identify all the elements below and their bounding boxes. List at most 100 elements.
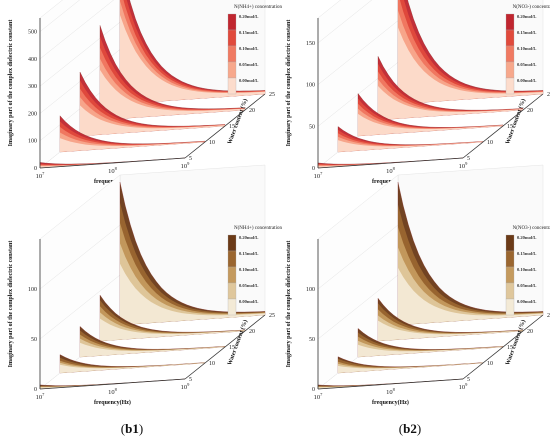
z-tick-label: 10 (209, 140, 215, 146)
z-axis-line (462, 93, 544, 159)
surface-w10-s4 (60, 362, 205, 373)
caption-paren-close: ) (139, 421, 143, 436)
legend-swatch (227, 61, 237, 79)
surface-w25-s3 (398, 247, 543, 325)
caption-label: b1 (125, 421, 139, 436)
z-tick-label: 20 (527, 108, 533, 114)
legend-title: N(NO3-) concentration (513, 226, 550, 231)
x-axis-label: frequency(Hz) (94, 399, 131, 406)
x-tick-base: 10 (108, 389, 115, 396)
y-tick-label: 0 (312, 166, 315, 172)
x-tick-label: 108 (108, 166, 118, 175)
z-tick-label: 15 (507, 345, 513, 351)
x-tick-label: 109 (181, 161, 191, 170)
z-tick-label: 5 (467, 156, 470, 162)
y-gridline (39, 274, 121, 340)
x-tick-base: 10 (314, 173, 321, 180)
y-tick-label: 100 (28, 287, 37, 293)
z-tick-label: 5 (467, 377, 470, 383)
x-tick-exponent: 8 (393, 387, 396, 392)
x-tick-base: 10 (314, 394, 321, 401)
legend-label: 0.05mol/L (239, 62, 258, 67)
z-axis-label: Water content (%) (504, 319, 527, 366)
z-axis-line (184, 93, 266, 159)
surface-w10-s4 (60, 138, 205, 152)
caption-label: b2 (403, 421, 417, 436)
legend-title: N(NH4+) concentration (234, 5, 282, 10)
z-tick-label: 25 (269, 92, 275, 98)
x-tick-base: 10 (108, 168, 115, 175)
surface-w20-s4 (100, 69, 245, 120)
y-tick-label: 200 (28, 111, 37, 117)
z-axis-label: Water content (%) (504, 98, 527, 145)
y-gridline (39, 224, 121, 290)
legend-label: 0.10mol/L (517, 267, 536, 272)
y-gridline (39, 0, 115, 60)
surface-w10-s4 (338, 140, 483, 152)
y-axis-label: Imaginary part of the complex dielectric… (8, 20, 14, 147)
legend-label: 0.20mol/L (239, 14, 258, 19)
x-tick-exponent: 9 (465, 161, 468, 166)
y-axis-label: Imaginary part of the complex dielectric… (286, 241, 292, 368)
legend-swatch (505, 266, 515, 284)
x-axis-line (317, 378, 464, 390)
legend-label: 0.15mol/L (517, 30, 536, 35)
legend-label: 0.00mol/L (239, 299, 258, 304)
surface-w20-s4 (378, 86, 523, 120)
legend-swatch (227, 234, 237, 252)
y-tick-label: 0 (34, 166, 37, 172)
y-tick-label: 500 (28, 30, 37, 36)
legend-label: 0.05mol/L (517, 283, 536, 288)
legend-swatch (227, 250, 237, 268)
y-tick-label: 100 (306, 83, 315, 89)
x-tick-label: 107 (314, 392, 324, 401)
legend-swatch (227, 298, 237, 316)
x-tick-label: 109 (459, 161, 469, 170)
x-tick-exponent: 7 (42, 392, 45, 397)
z-tick-label: 15 (229, 124, 235, 130)
y-gridline (39, 21, 121, 87)
y-tick-label: 0 (34, 387, 37, 393)
panel-caption: (b2) (399, 421, 421, 436)
y-tick-label: 400 (28, 57, 37, 63)
legend-label: 0.15mol/L (239, 30, 258, 35)
x-tick-exponent: 8 (115, 166, 118, 171)
surface-w10-s4 (338, 362, 483, 373)
x-tick-label: 107 (314, 171, 324, 180)
legend-label: 0.00mol/L (239, 78, 258, 83)
y-gridline (317, 224, 399, 290)
surface-w20-s4 (378, 320, 523, 341)
z-tick-label: 20 (249, 329, 255, 335)
z-tick-label: 20 (527, 329, 533, 335)
z-tick-label: 15 (507, 124, 513, 130)
legend-swatch (505, 298, 515, 316)
legend-swatch (505, 282, 515, 300)
x-axis-line (39, 157, 186, 169)
surface-w25-s4 (120, 15, 265, 104)
x-tick-exponent: 7 (320, 171, 323, 176)
z-tick-label: 25 (547, 92, 550, 98)
x-tick-label: 108 (386, 387, 396, 396)
y-axis-label: Imaginary part of the complex dielectric… (286, 20, 292, 147)
legend-swatch (505, 61, 515, 79)
panel-b2: 050100107108109510152025frequency(Hz)Ima… (286, 164, 550, 436)
y-tick-label: 50 (309, 124, 315, 130)
x-tick-base: 10 (459, 384, 466, 391)
y-tick-label: 50 (309, 337, 315, 343)
legend-label: 0.00mol/L (517, 299, 536, 304)
y-tick-label: 150 (306, 41, 315, 47)
x-tick-exponent: 9 (465, 382, 468, 387)
legend-swatch (227, 13, 237, 31)
legend-title: N(NH4+) concentration (234, 226, 282, 231)
surface-w15-s4 (80, 342, 225, 357)
y-tick-label: 50 (31, 337, 37, 343)
y-axis-label: Imaginary part of the complex dielectric… (8, 241, 14, 368)
surface-w25-s4 (398, 27, 543, 104)
z-tick-label: 10 (209, 361, 215, 367)
x-tick-label: 107 (36, 392, 46, 401)
z-tick-label: 25 (547, 313, 550, 319)
x-tick-label: 108 (108, 387, 118, 396)
x-tick-exponent: 8 (115, 387, 118, 392)
